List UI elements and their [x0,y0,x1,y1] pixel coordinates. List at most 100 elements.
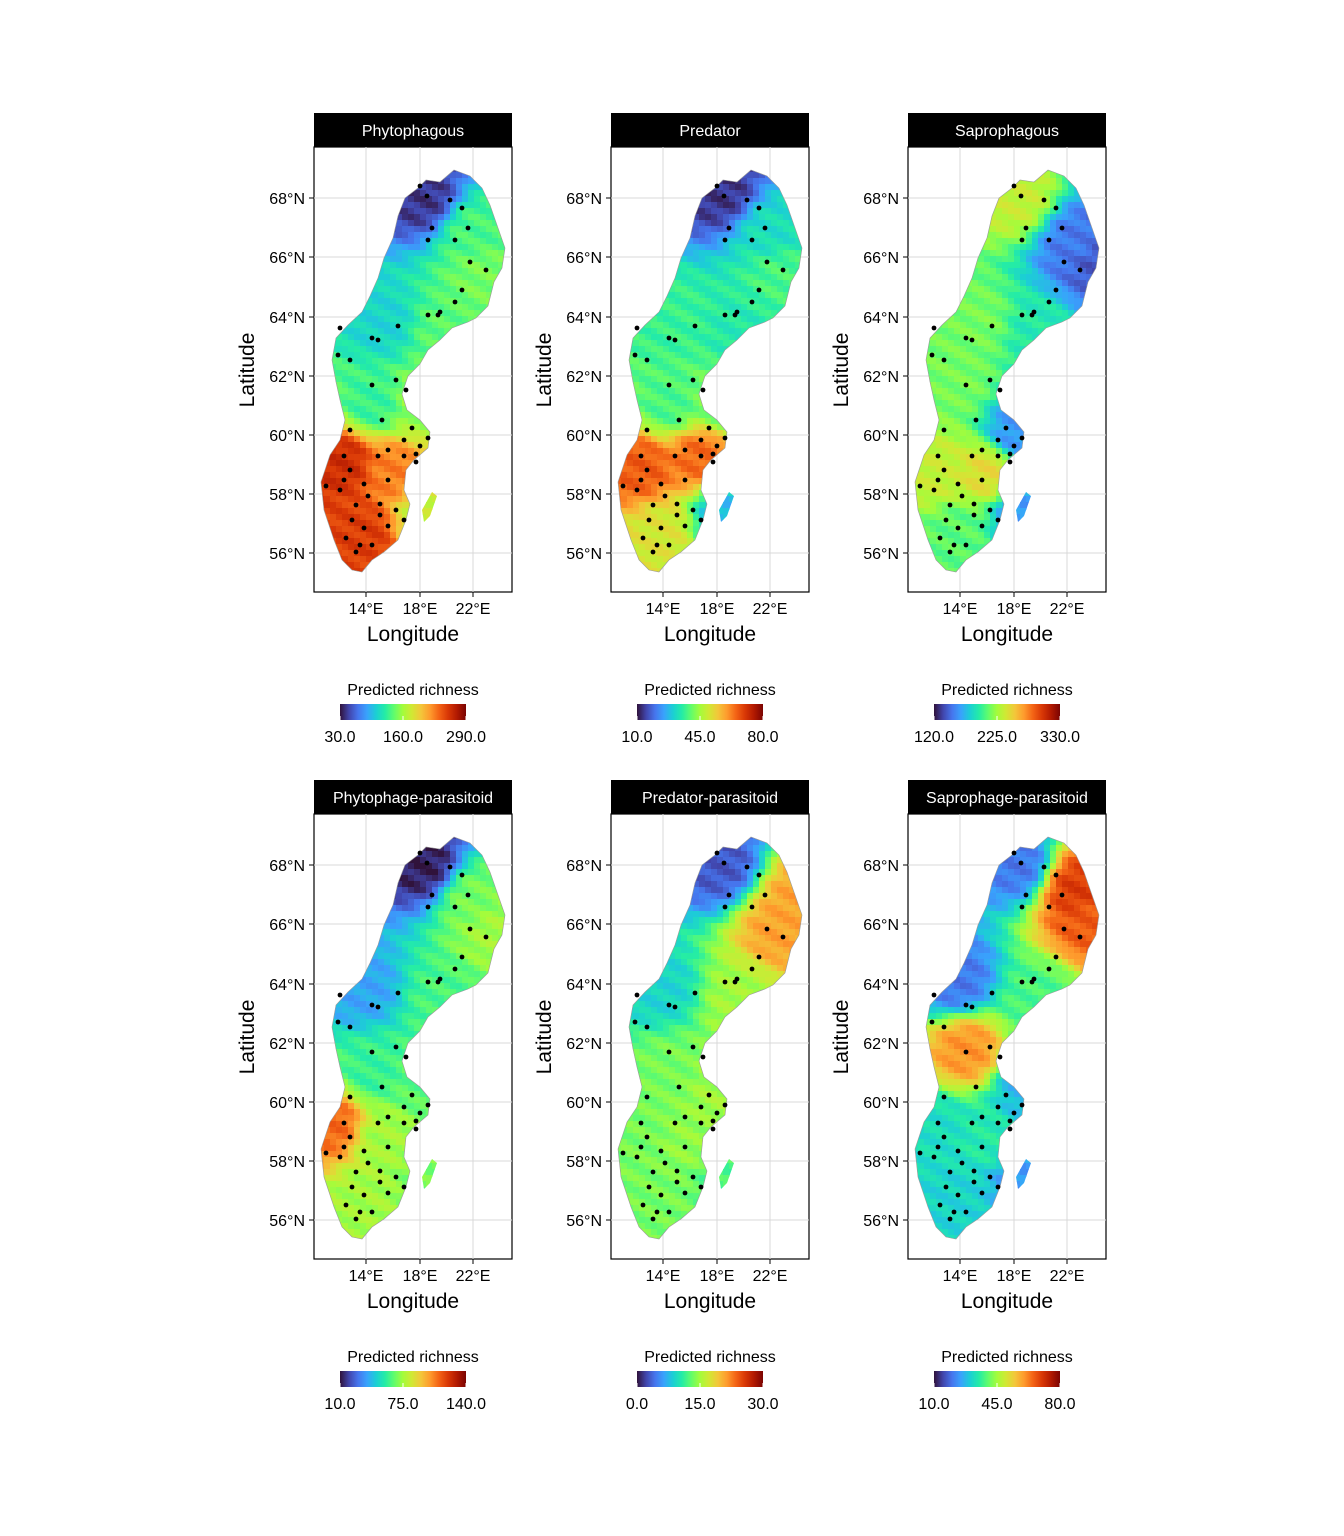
sample-point [963,382,969,388]
x-tick-label: 22°E [1050,601,1085,618]
panel-strip [611,780,809,814]
sample-point [658,1192,664,1198]
sample-point [413,451,419,457]
panel-strip [314,780,512,814]
sample-point [417,1110,423,1116]
sample-point [963,1002,969,1008]
sample-point [764,926,770,932]
panel-title: Predator [679,123,741,140]
x-axis-title: Longitude [664,623,756,646]
sample-point [365,1160,371,1166]
sample-point [1007,459,1013,465]
sample-point [353,502,359,508]
y-tick-label: 60°N [269,1095,305,1112]
sample-point [403,1054,409,1060]
sample-point [357,1209,363,1215]
sample-point [646,1184,652,1190]
sample-point [1041,197,1047,203]
sample-point [951,1209,957,1215]
legend-label: 290.0 [446,729,486,746]
y-tick-label: 62°N [863,369,899,386]
sample-point [1029,312,1035,318]
sample-point [425,979,431,985]
sample-point [467,259,473,265]
sample-point [644,1134,650,1140]
legend-colorbar [637,704,763,720]
sample-point [425,1102,431,1108]
sample-point [644,1024,650,1030]
sample-point [658,1148,664,1154]
sample-point [995,1104,1001,1110]
sample-point [722,979,728,985]
sample-point [955,525,961,531]
sample-point [662,1160,668,1166]
sample-point [369,335,375,341]
sample-point [323,483,329,489]
y-tick-label: 56°N [863,546,899,563]
sample-point [341,1120,347,1126]
sample-point [435,979,441,985]
sample-point [995,1120,1001,1126]
sample-point [764,259,770,265]
sample-point [385,1114,391,1120]
sample-point [706,1092,712,1098]
x-tick-label: 14°E [349,601,384,618]
sample-point [780,934,786,940]
sample-point [369,1049,375,1055]
sample-point [337,1154,343,1160]
x-tick-label: 22°E [1050,1268,1085,1285]
sample-point [357,542,363,548]
panel-strip [908,113,1106,147]
panel-strip [908,780,1106,814]
sample-point [1011,443,1017,449]
sample-point [347,467,353,473]
sample-point [666,1002,672,1008]
sample-point [951,542,957,548]
sample-point [756,205,762,211]
sample-point [676,1084,682,1090]
sample-point [698,1184,704,1190]
legend-colorbar [934,1371,1060,1387]
sample-point [941,1134,947,1140]
sample-point [638,477,644,483]
sample-point [744,864,750,870]
sample-point [690,377,696,383]
country-outline [914,169,1100,573]
sample-point [963,542,969,548]
sample-point [379,1084,385,1090]
sample-point [1053,872,1059,878]
x-tick-label: 18°E [997,1268,1032,1285]
sample-point [385,1144,391,1150]
sample-point [722,904,728,910]
legend-label: 30.0 [324,729,355,746]
x-tick-label: 22°E [753,601,788,618]
sample-point [347,1094,353,1100]
sample-point [1053,205,1059,211]
y-tick-label: 58°N [863,487,899,504]
panel-title: Phytophage-parasitoid [333,790,493,807]
sample-point [385,1190,391,1196]
legend-label: 15.0 [684,1396,715,1413]
sample-point [452,237,458,243]
sample-point [401,517,407,523]
sample-point [395,990,401,996]
sample-point [780,267,786,273]
sample-point [417,443,423,449]
sample-point [409,425,415,431]
sample-point [722,435,728,441]
sample-point [971,1179,977,1185]
sample-point [674,1179,680,1185]
sample-point [722,312,728,318]
sample-point [349,1184,355,1190]
x-axis-title: Longitude [961,623,1053,646]
sample-point [335,352,341,358]
sample-point [969,1004,975,1010]
sample-point [726,225,732,231]
sample-point [1007,451,1013,457]
sample-point [935,1144,941,1150]
sample-point [714,1110,720,1116]
sample-point [979,523,985,529]
sample-point [385,477,391,483]
sample-point [732,979,738,985]
sample-point [409,1092,415,1098]
